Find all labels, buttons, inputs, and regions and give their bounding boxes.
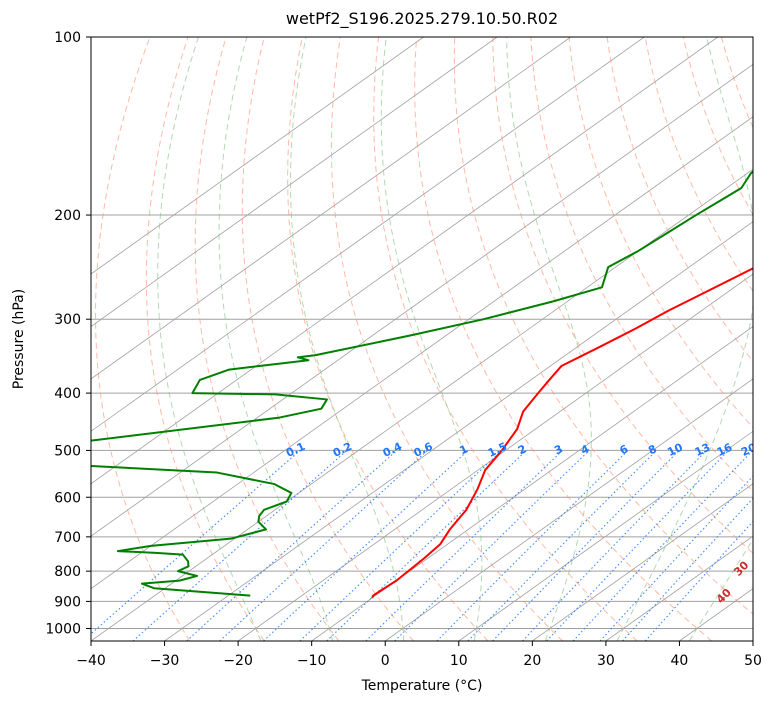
isotherm-line [0, 37, 644, 641]
temperature-profile-line [372, 37, 775, 598]
isotherm-line [679, 37, 775, 641]
dry-adiabat-line [415, 37, 712, 641]
moist-adiabat-line [158, 37, 261, 641]
mixing-ratio-line [547, 450, 729, 641]
x-tick-label: 20 [523, 653, 541, 669]
mixing-ratio-label: 13 [693, 441, 712, 459]
x-tick-label: 10 [450, 653, 468, 669]
mixing-ratio-line [493, 450, 680, 641]
y-tick-label: 900 [54, 594, 81, 610]
isotherm-line [0, 37, 571, 641]
mixing-ratio-label: 20 [739, 441, 759, 459]
x-tick-label: 40 [671, 653, 689, 669]
dry-adiabat-line [683, 37, 775, 641]
skewt-plot: 0.10.20.40.611.52346810131620253036-100-… [0, 0, 775, 708]
isotherm-line [0, 37, 718, 641]
y-tick-label: 200 [54, 208, 81, 224]
mixing-ratio-label: 3 [552, 442, 564, 457]
moist-adiabat-label: 40 [714, 586, 734, 606]
x-axis: −40 −30 −20 −10 0 10 20 30 40 50 [76, 641, 762, 669]
background-lines [0, 37, 775, 641]
mixing-ratio-label: 2 [516, 442, 528, 457]
mixing-ratio-line [83, 450, 300, 641]
mixing-ratio-label: 10 [665, 441, 685, 459]
x-tick-label: 50 [744, 653, 762, 669]
moist-adiabat-line [689, 37, 775, 641]
isotherm-line [532, 37, 775, 641]
dry-adiabat-line [760, 37, 775, 641]
x-tick-label: −20 [223, 653, 253, 669]
y-tick-label: 1000 [45, 621, 81, 637]
mixing-ratio-line [395, 450, 589, 641]
moist-adiabat-line [219, 37, 333, 641]
isotherm-line [0, 37, 497, 641]
mixing-ratio-line [187, 450, 397, 641]
mixing-ratio-label: 1 [458, 442, 470, 457]
y-tick-label: 600 [54, 490, 81, 506]
dry-adiabat-line [331, 37, 562, 641]
y-tick-label: 400 [54, 386, 81, 402]
y-tick-label: 800 [54, 564, 81, 580]
mixing-ratio-label: 0.1 [284, 440, 307, 460]
mixing-ratio-label: 25 [764, 441, 775, 459]
mixing-ratio-label: 8 [646, 442, 658, 457]
moist-adiabat-label: 20 [754, 524, 774, 544]
x-tick-label: −40 [76, 653, 106, 669]
y-tick-label: 500 [54, 443, 81, 459]
moist-adiabat-label: 30 [731, 558, 751, 578]
y-tick-label: 100 [54, 30, 81, 46]
x-tick-label: 0 [381, 653, 390, 669]
x-tick-label: −10 [297, 653, 327, 669]
mixing-ratio-line [573, 450, 753, 641]
mixing-ratio-line [468, 450, 657, 641]
dry-adiabat-line [96, 37, 190, 641]
dry-adiabat-line [569, 37, 775, 641]
dry-adiabat-line [374, 37, 637, 641]
mixing-ratio-line [645, 450, 775, 641]
isotherm-line [753, 37, 775, 641]
x-tick-label: −30 [150, 653, 180, 669]
y-axis: 100 200 300 400 500 600 700 800 900 1000 [45, 30, 91, 637]
mixing-ratio-label: 6 [618, 442, 631, 457]
x-tick-label: 30 [597, 653, 615, 669]
mixing-ratio-line [133, 450, 347, 641]
mixing-ratio-label: 1.5 [486, 440, 509, 460]
mixing-ratio-label: 0.4 [381, 440, 404, 460]
y-tick-label: 700 [54, 530, 81, 546]
dry-adiabat-line [721, 37, 775, 641]
moist-adiabat-line [507, 37, 592, 641]
dry-adiabat-line [146, 37, 264, 641]
mixing-ratio-line [366, 450, 563, 641]
moist-adiabat-line [290, 37, 403, 641]
y-tick-label: 300 [54, 312, 81, 328]
profile-lines [27, 37, 775, 598]
mixing-ratio-label: 4 [579, 442, 592, 457]
mixing-ratio-label: 0.6 [412, 440, 435, 460]
moist-adiabat-line [762, 37, 775, 641]
mixing-ratio-label: 0.2 [331, 440, 354, 460]
isotherm-line [312, 37, 775, 641]
isotherm-line [238, 37, 775, 641]
